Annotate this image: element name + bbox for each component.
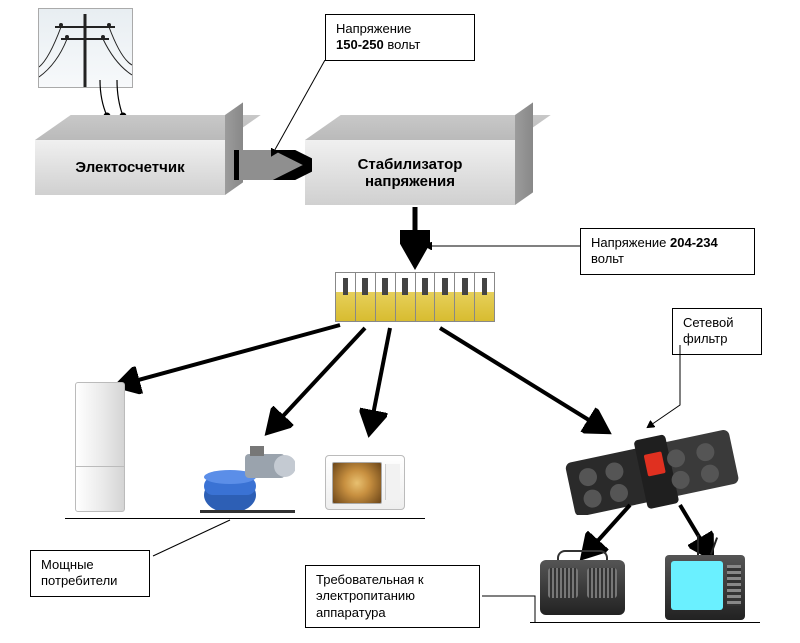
voltage-out-callout: Напряжение 204-234 вольт <box>580 228 755 275</box>
circuit-breakers <box>335 272 495 322</box>
voltage-in-value: 150-250 <box>336 37 384 52</box>
voltage-out-label: Напряжение <box>591 235 666 250</box>
voltage-out-value: 204-234 <box>670 235 718 250</box>
surge-protector-icon <box>560 425 720 500</box>
tv-icon <box>665 555 745 620</box>
meter-box: Электосчетчик <box>35 115 225 195</box>
heavy-consumers-callout: Мощные потребители <box>30 550 150 597</box>
sensitive-equipment-callout: Требовательная к электропитанию аппарату… <box>305 565 480 628</box>
microwave-icon <box>325 455 405 510</box>
meter-label: Электосчетчик <box>35 140 225 195</box>
voltage-in-label: Напряжение <box>336 21 411 36</box>
voltage-out-unit: вольт <box>591 251 624 266</box>
fridge-icon <box>75 382 125 512</box>
voltage-in-callout: Напряжение 150-250 вольт <box>325 14 475 61</box>
voltage-in-unit: вольт <box>387 37 420 52</box>
pump-icon <box>200 440 295 520</box>
power-pole-image <box>38 8 133 88</box>
